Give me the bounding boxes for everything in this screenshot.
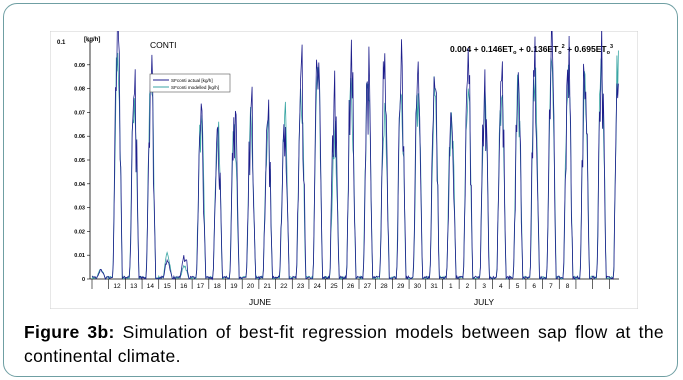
x-tick-label: 3 [482,283,486,290]
legend-box [149,73,231,93]
x-tick-label: 1 [449,283,453,290]
y-tick-label: 0.07 [74,110,85,116]
x-tick-label: 27 [364,283,372,290]
x-tick-label: 24 [314,283,322,290]
y-tick-label: 0.09 [74,63,85,69]
chart-area: 0.1 [kg/h] CONTI 0.004 + 0.146ETo + 0.13… [49,0,639,310]
chart-title: CONTI [150,40,176,50]
x-tick-label: 17 [197,283,205,290]
x-tick-label: 25 [330,283,338,290]
x-tick-label: 8 [566,283,570,290]
x-tick-label: 31 [430,283,438,290]
x-tick-label: 6 [532,283,536,290]
sap-flow-chart: 0.1 [kg/h] CONTI 0.004 + 0.146ETo + 0.13… [49,0,639,310]
x-tick-label: 15 [163,283,171,290]
x-tick-label: 14 [147,283,155,290]
y-tick-label: 0.02 [74,229,85,235]
x-tick-label: 26 [347,283,355,290]
y-top-tick: 0.1 [57,40,66,46]
caption-text: Simulation of best-fit regression models… [24,322,664,366]
x-tick-label: 30 [414,283,422,290]
legend-label-modelled: SFconti modelled [kg/h] [171,85,219,90]
x-tick-label: 7 [549,283,553,290]
y-tick-label: 0 [82,277,85,283]
x-tick-label: 19 [230,283,238,290]
figure-frame: 0.1 [kg/h] CONTI 0.004 + 0.146ETo + 0.13… [3,0,678,377]
x-tick-label: 2 [466,283,470,290]
month-label-july: JULY [474,297,494,307]
x-tick-label: 13 [130,283,138,290]
x-tick-label: 23 [297,283,305,290]
figure-caption: Figure 3b: Simulation of best-fit regres… [24,320,664,368]
series-actual [91,0,619,281]
x-tick-label: 18 [214,283,222,290]
y-tick-label: 0.01 [74,253,85,259]
x-tick-label: 12 [113,283,121,290]
x-tick-label: 21 [264,283,272,290]
y-tick-label: 0.05 [74,158,85,164]
y-tick-label: 0.03 [74,206,85,212]
x-tick-label: 29 [397,283,405,290]
y-tick-label: 0.04 [74,182,86,188]
y-tick-label: 0.06 [74,134,85,140]
x-tick-label: 22 [280,283,288,290]
month-label-june: JUNE [249,297,272,307]
x-tick-label: 16 [180,283,188,290]
legend: SFconti actual [kg/h] SFconti modelled [… [149,73,231,93]
chart-border [49,30,639,310]
y-tick-label: 0.08 [74,87,85,93]
legend-label-actual: SFconti actual [kg/h] [171,78,213,83]
x-tick-label: 20 [247,283,255,290]
caption-label: Figure 3b: [24,322,115,342]
x-tick-label: 4 [499,283,503,290]
y-axis-label: [kg/h] [84,37,100,43]
x-tick-label: 5 [516,283,520,290]
x-tick-label: 28 [380,283,388,290]
regression-equation: 0.004 + 0.146ETo + 0.136ETo2 + 0.695ETo3 [450,44,613,56]
